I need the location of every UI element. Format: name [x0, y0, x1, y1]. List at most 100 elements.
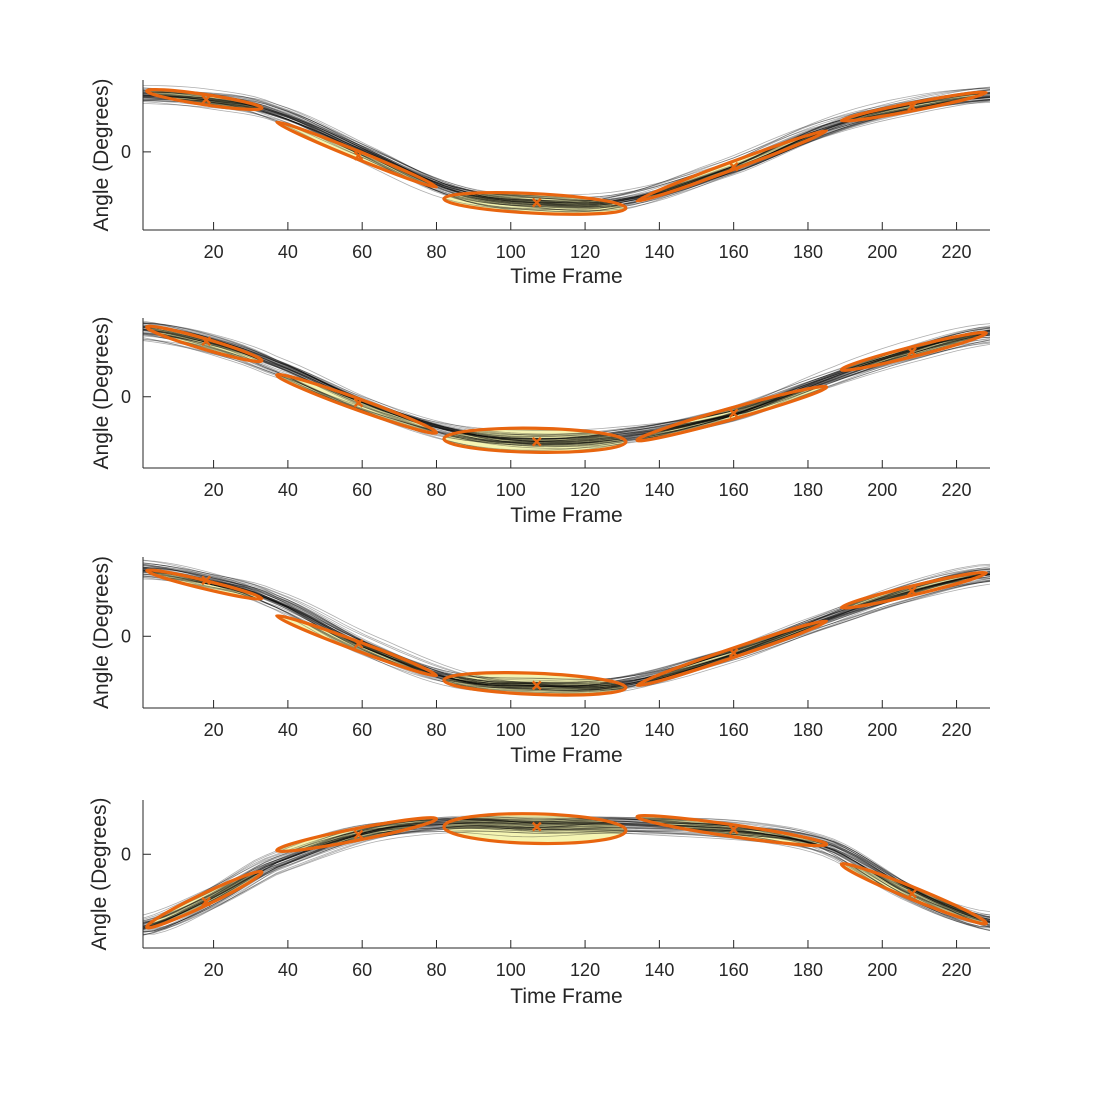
center-marker-1 [201, 336, 212, 347]
center-marker-4 [728, 648, 739, 658]
center-marker-5 [907, 888, 917, 899]
x-tick-label: 180 [793, 720, 823, 740]
trajectory-line [143, 562, 990, 687]
trajectory-line [143, 567, 990, 689]
trajectory-line [143, 567, 990, 692]
trajectory-line [143, 815, 990, 925]
subplot-4: 20 40 60 80 100 120 140 160 180 200 220 0 Time Frame… [88, 798, 990, 1008]
center-marker-5 [907, 101, 917, 112]
trajectory-line [143, 325, 990, 442]
trajectory-line [143, 823, 990, 927]
trajectory-line [143, 819, 990, 933]
trajectory-line [143, 320, 990, 439]
x-tick-label: 140 [644, 720, 674, 740]
trajectory-line [143, 827, 990, 932]
ellipse-edges [145, 812, 988, 930]
trajectory-line [143, 572, 990, 689]
center-marker-2 [353, 397, 364, 408]
trajectory-line [143, 326, 990, 446]
ellipse-3 [442, 191, 628, 216]
x-tick-label: 80 [426, 720, 446, 740]
ellipse-fill [841, 91, 987, 122]
x-tick-label: 120 [570, 960, 600, 980]
trajectories [143, 559, 990, 696]
x-tick-label: 40 [278, 720, 298, 740]
plot-area [143, 85, 990, 216]
x-tick-label: 160 [719, 720, 749, 740]
trajectory-line [143, 325, 990, 440]
y-tick-label: 0 [121, 844, 131, 864]
trajectory-line [143, 85, 990, 201]
trajectory-line [143, 329, 990, 446]
center-marker-3 [531, 197, 542, 208]
trajectory-line [143, 334, 990, 448]
cluster-centers [201, 336, 917, 447]
trajectory-line [143, 335, 990, 444]
x-tick-label: 200 [867, 960, 897, 980]
x-tick-label: 120 [570, 480, 600, 500]
trajectory-line [143, 568, 990, 689]
trajectory-line [143, 329, 990, 440]
trajectory-line [143, 328, 990, 440]
x-tick-label: 20 [204, 480, 224, 500]
x-tick-label: 160 [719, 960, 749, 980]
trajectory-line [143, 95, 990, 204]
trajectory-line [143, 819, 990, 929]
trajectory-line [143, 338, 990, 443]
trajectory-line [143, 566, 990, 685]
x-tick-label: 160 [719, 480, 749, 500]
trajectory-line [143, 91, 990, 201]
cluster-centers [201, 94, 917, 208]
trajectory-line [143, 818, 990, 930]
center-marker-5 [907, 586, 917, 596]
trajectory-line [143, 827, 990, 936]
y-tick-label: 0 [121, 142, 131, 162]
x-tick-label: 120 [570, 242, 600, 262]
x-tick-label: 160 [719, 242, 749, 262]
trajectory-line [143, 326, 990, 441]
trajectory-line [143, 822, 990, 916]
trajectory-line [143, 324, 990, 437]
trajectory-line [143, 817, 990, 929]
trajectory-line [143, 823, 990, 930]
center-marker-1 [201, 94, 212, 105]
trajectory-line [143, 816, 990, 927]
trajectory-line [143, 327, 990, 431]
trajectory-line [143, 325, 990, 442]
trajectory-line [143, 570, 990, 690]
trajectory-line [143, 577, 990, 688]
ellipse-5 [839, 862, 988, 926]
x-tick-label: 220 [942, 480, 972, 500]
trajectory-line [143, 822, 990, 927]
center-marker-5 [907, 346, 917, 357]
x-tick-label: 120 [570, 720, 600, 740]
trajectory-line [143, 329, 990, 447]
trajectory-line [143, 89, 990, 203]
x-tick-label: 100 [496, 480, 526, 500]
trajectory-line [143, 332, 990, 445]
trajectory-line [143, 823, 990, 932]
trajectory-line [143, 322, 990, 444]
ellipse-3 [442, 671, 628, 697]
center-marker-2 [353, 829, 364, 840]
trajectory-line [143, 570, 990, 685]
trajectory-line [143, 565, 990, 687]
trajectory-line [143, 95, 990, 199]
x-tick-label: 220 [942, 960, 972, 980]
trajectory-line [143, 576, 990, 688]
trajectory-line [143, 330, 990, 444]
trajectory-line [143, 339, 990, 441]
y-tick-label: 0 [121, 387, 131, 407]
center-marker-3 [531, 436, 542, 447]
trajectory-line [143, 818, 990, 923]
trajectory-line [143, 326, 990, 437]
subplot-1: 20 40 60 80 100 120 140 160 180 200 220 0 Time Frame… [90, 79, 990, 288]
trajectory-line [143, 323, 990, 443]
plot-area [143, 559, 990, 697]
trajectory-line [143, 573, 990, 691]
trajectory-line [143, 340, 990, 444]
x-tick-label: 60 [352, 480, 372, 500]
trajectory-line [143, 562, 990, 685]
